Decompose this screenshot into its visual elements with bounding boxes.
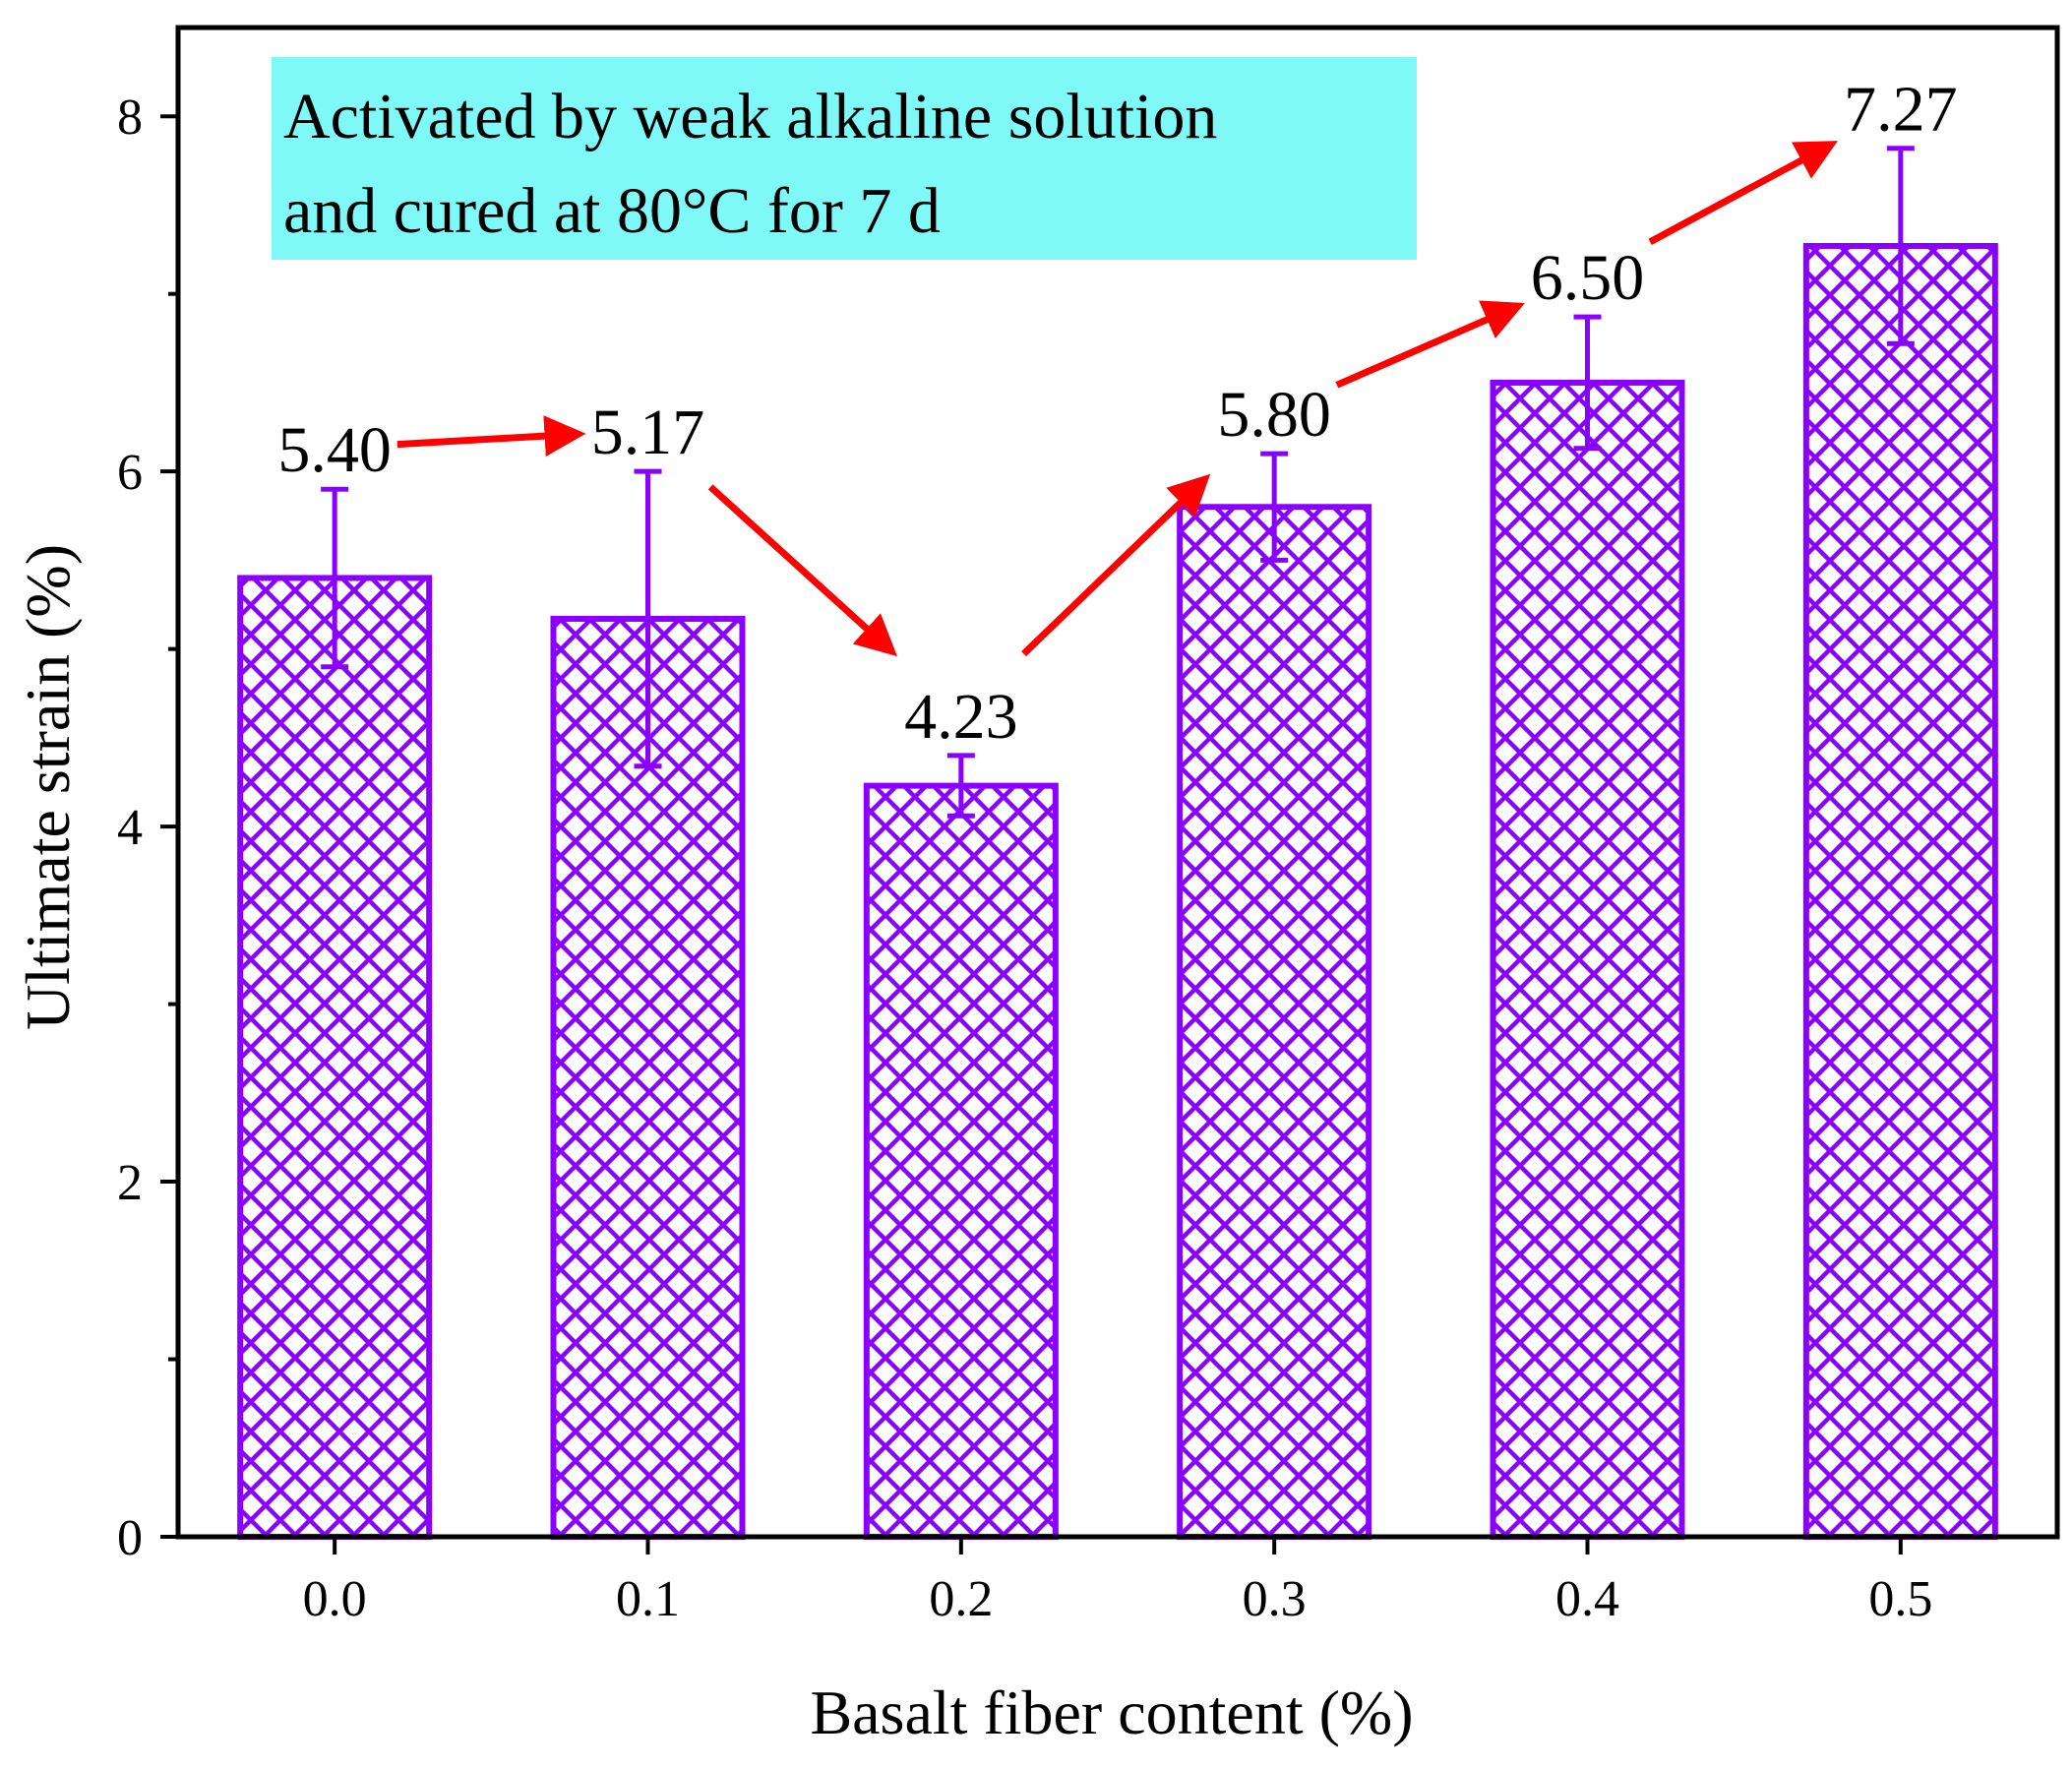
trend-arrow-3 — [1021, 473, 1211, 657]
y-axis-title: Ultimate strain (%) — [13, 544, 83, 1030]
error-bar-0.1 — [634, 468, 662, 769]
x-tick-label: 0.0 — [303, 1571, 367, 1627]
annotation-line-1: Activated by weak alkaline solution — [283, 81, 1217, 152]
bar-0.3 — [1177, 504, 1372, 1540]
annotation-box: Activated by weak alkaline solution and … — [272, 57, 1417, 260]
value-label-0.3: 5.80 — [1217, 379, 1331, 451]
y-tick-label: 4 — [117, 800, 143, 856]
bar-0.5 — [1802, 242, 1998, 1540]
value-label-0.2: 4.23 — [904, 681, 1018, 753]
annotation-background — [272, 57, 1417, 260]
error-bar-0.4 — [1573, 314, 1602, 452]
value-label-0.5: 7.27 — [1844, 74, 1958, 146]
bar-0.2 — [863, 782, 1059, 1540]
x-tick-label: 0.4 — [1555, 1571, 1619, 1627]
x-axis-ticks: 0.0 0.1 0.2 0.3 0.4 0.5 — [303, 1537, 1932, 1627]
x-axis-title: Basalt fiber content (%) — [810, 1677, 1413, 1747]
trend-arrow-4 — [1335, 300, 1525, 389]
trend-arrow-5 — [1648, 141, 1838, 245]
value-label-0.0: 5.40 — [277, 414, 392, 486]
error-bar-0.2 — [946, 753, 975, 819]
x-tick-label: 0.5 — [1868, 1571, 1932, 1627]
x-tick-label: 0.2 — [929, 1571, 993, 1627]
error-bars-group — [321, 146, 1915, 819]
error-bar-0.3 — [1260, 451, 1289, 563]
y-tick-label: 6 — [117, 445, 143, 501]
x-tick-label: 0.1 — [616, 1571, 680, 1627]
trend-arrow-1 — [396, 415, 586, 457]
y-tick-label: 2 — [117, 1155, 143, 1211]
y-tick-label: 8 — [117, 90, 143, 146]
value-labels-group: 5.40 5.17 4.23 5.80 6.50 7.27 — [277, 74, 1957, 753]
annotation-line-2: and cured at 80°C for 7 d — [283, 175, 941, 247]
trend-arrow-2 — [707, 484, 897, 657]
value-label-0.4: 6.50 — [1531, 242, 1645, 314]
bar-0.1 — [550, 615, 746, 1540]
error-bar-0.5 — [1886, 146, 1915, 346]
value-label-0.1: 5.17 — [591, 396, 705, 468]
bar-0.0 — [237, 575, 433, 1540]
bar-0.4 — [1490, 379, 1685, 1540]
x-tick-label: 0.3 — [1243, 1571, 1307, 1627]
y-tick-label: 0 — [117, 1510, 143, 1566]
plot-frame — [175, 25, 2060, 1540]
error-bar-0.0 — [321, 486, 349, 670]
trend-arrows-group — [396, 141, 1838, 657]
y-axis-ticks: 0 2 4 6 8 — [117, 90, 178, 1566]
